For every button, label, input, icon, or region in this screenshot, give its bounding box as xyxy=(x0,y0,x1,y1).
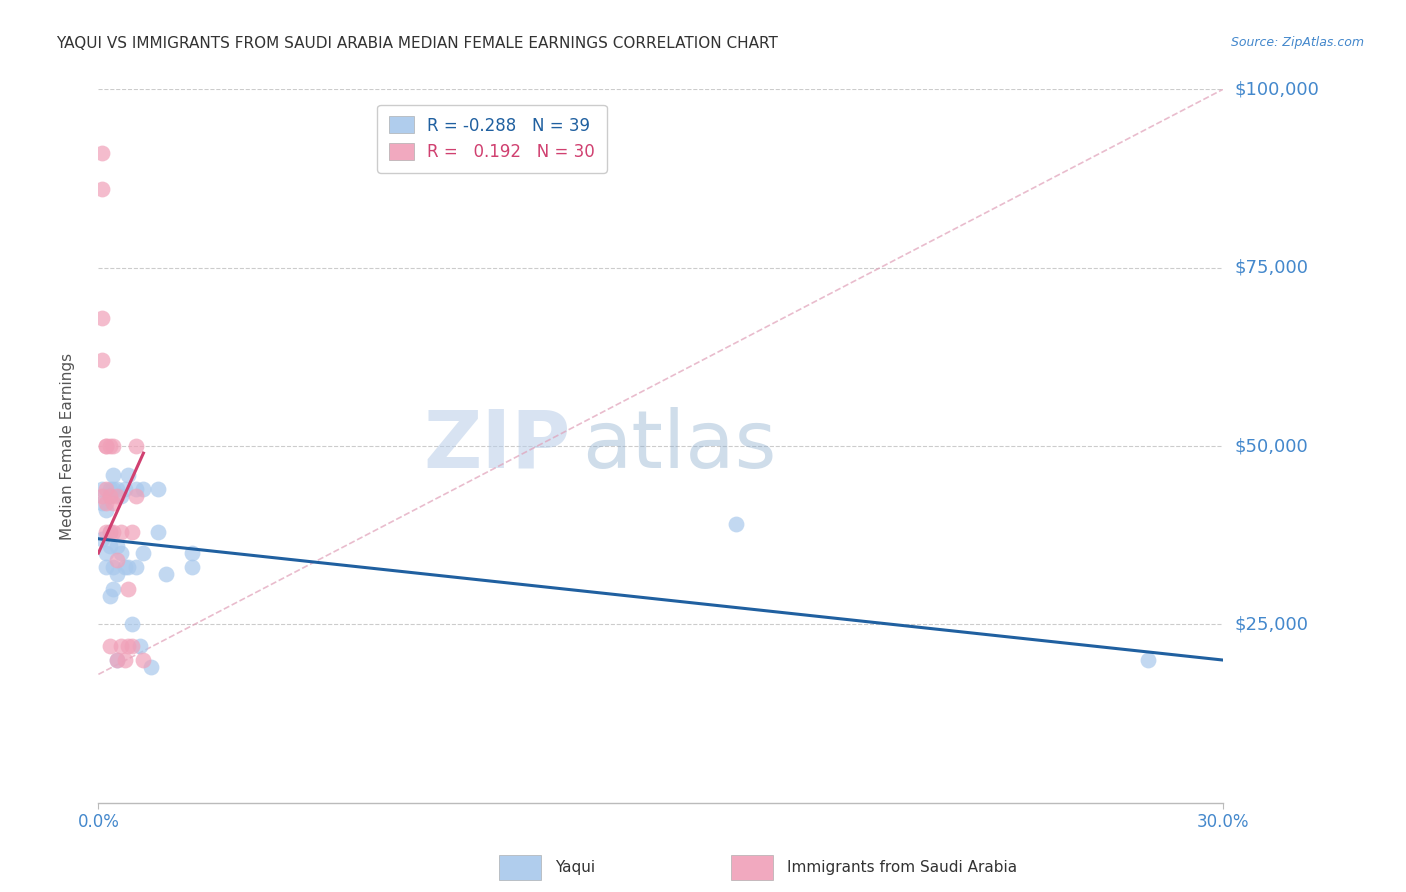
Point xyxy=(91,146,114,161)
Point xyxy=(117,582,139,596)
Point xyxy=(91,353,114,368)
Point xyxy=(724,517,747,532)
Point xyxy=(103,582,125,596)
Text: $100,000: $100,000 xyxy=(1234,80,1319,98)
Y-axis label: Median Female Earnings: Median Female Earnings xyxy=(60,352,75,540)
Point xyxy=(103,482,125,496)
Point xyxy=(98,524,121,539)
Legend: R = -0.288   N = 39, R =   0.192   N = 30: R = -0.288 N = 39, R = 0.192 N = 30 xyxy=(377,104,607,173)
Point xyxy=(105,553,128,567)
Point xyxy=(110,489,132,503)
Point xyxy=(105,653,128,667)
Point xyxy=(114,482,136,496)
Point xyxy=(105,539,128,553)
Point xyxy=(91,310,114,325)
Point xyxy=(125,482,148,496)
Point xyxy=(98,489,121,503)
Point xyxy=(94,439,117,453)
Point xyxy=(105,489,128,503)
Point xyxy=(125,439,148,453)
Point xyxy=(110,639,132,653)
Text: atlas: atlas xyxy=(582,407,776,485)
Point xyxy=(1137,653,1160,667)
Point xyxy=(94,439,117,453)
Point xyxy=(98,589,121,603)
Text: Immigrants from Saudi Arabia: Immigrants from Saudi Arabia xyxy=(787,861,1018,875)
Point xyxy=(117,639,139,653)
Point xyxy=(98,439,121,453)
Text: YAQUI VS IMMIGRANTS FROM SAUDI ARABIA MEDIAN FEMALE EARNINGS CORRELATION CHART: YAQUI VS IMMIGRANTS FROM SAUDI ARABIA ME… xyxy=(56,36,778,51)
Point xyxy=(132,653,155,667)
Point xyxy=(110,524,132,539)
Point xyxy=(98,524,121,539)
Point xyxy=(98,639,121,653)
Point xyxy=(94,560,117,574)
Point xyxy=(103,467,125,482)
Point xyxy=(117,560,139,574)
Point xyxy=(105,482,128,496)
Point xyxy=(155,567,177,582)
Point xyxy=(181,560,204,574)
Point xyxy=(121,617,143,632)
Point xyxy=(94,546,117,560)
Point xyxy=(125,489,148,503)
Point xyxy=(148,482,170,496)
Point xyxy=(98,482,121,496)
Point xyxy=(105,653,128,667)
Point xyxy=(91,489,114,503)
Point xyxy=(114,560,136,574)
Point xyxy=(94,524,117,539)
Point xyxy=(181,546,204,560)
Point xyxy=(105,567,128,582)
Point xyxy=(117,467,139,482)
Point xyxy=(91,496,114,510)
Point xyxy=(103,524,125,539)
Point xyxy=(94,503,117,517)
Point xyxy=(94,482,117,496)
Text: Yaqui: Yaqui xyxy=(555,861,596,875)
Point xyxy=(114,653,136,667)
Text: Source: ZipAtlas.com: Source: ZipAtlas.com xyxy=(1230,36,1364,49)
Point xyxy=(121,639,143,653)
Point xyxy=(98,539,121,553)
Point xyxy=(91,182,114,196)
Point xyxy=(94,496,117,510)
Point xyxy=(125,560,148,574)
Text: $50,000: $50,000 xyxy=(1234,437,1308,455)
Text: $75,000: $75,000 xyxy=(1234,259,1309,277)
Point xyxy=(148,524,170,539)
Point xyxy=(110,546,132,560)
Point xyxy=(103,439,125,453)
Point xyxy=(103,496,125,510)
Point xyxy=(98,489,121,503)
Point xyxy=(139,660,162,674)
Point xyxy=(91,532,114,546)
Point xyxy=(128,639,150,653)
Point xyxy=(132,482,155,496)
Point xyxy=(121,524,143,539)
Point xyxy=(91,482,114,496)
Text: ZIP: ZIP xyxy=(423,407,571,485)
Point xyxy=(103,560,125,574)
Point xyxy=(132,546,155,560)
Text: $25,000: $25,000 xyxy=(1234,615,1309,633)
